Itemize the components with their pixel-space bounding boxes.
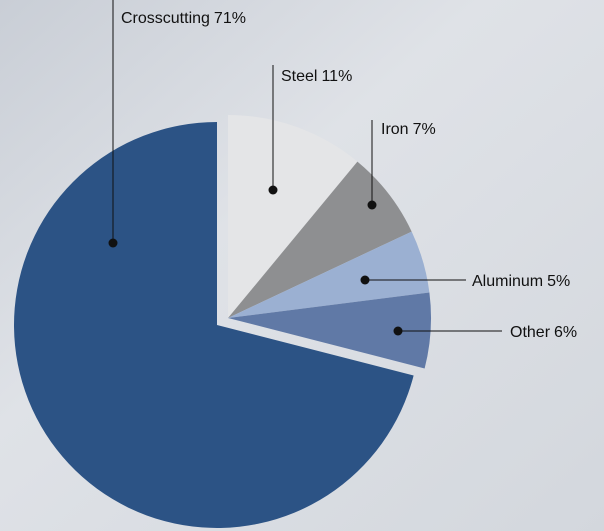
slice-value: 11% (321, 68, 352, 85)
leader-dot (109, 239, 118, 248)
slice-name: Steel (281, 68, 317, 85)
leader-dot (368, 201, 377, 210)
slice-value: 71% (214, 10, 246, 27)
leader-dot (361, 276, 370, 285)
slice-value: 7% (413, 121, 436, 138)
slice-name: Crosscutting (121, 10, 210, 27)
slice-name: Iron (381, 121, 409, 138)
slice-value: 5% (547, 273, 570, 290)
slice-name: Aluminum (472, 273, 543, 290)
slice-name: Other (510, 324, 551, 341)
leader-dot (394, 327, 403, 336)
slice-value: 6% (554, 324, 577, 341)
leader-dot (269, 186, 278, 195)
chart: Steel11% Iron7% Aluminum5% Other6% Crosscutt… (0, 0, 604, 531)
